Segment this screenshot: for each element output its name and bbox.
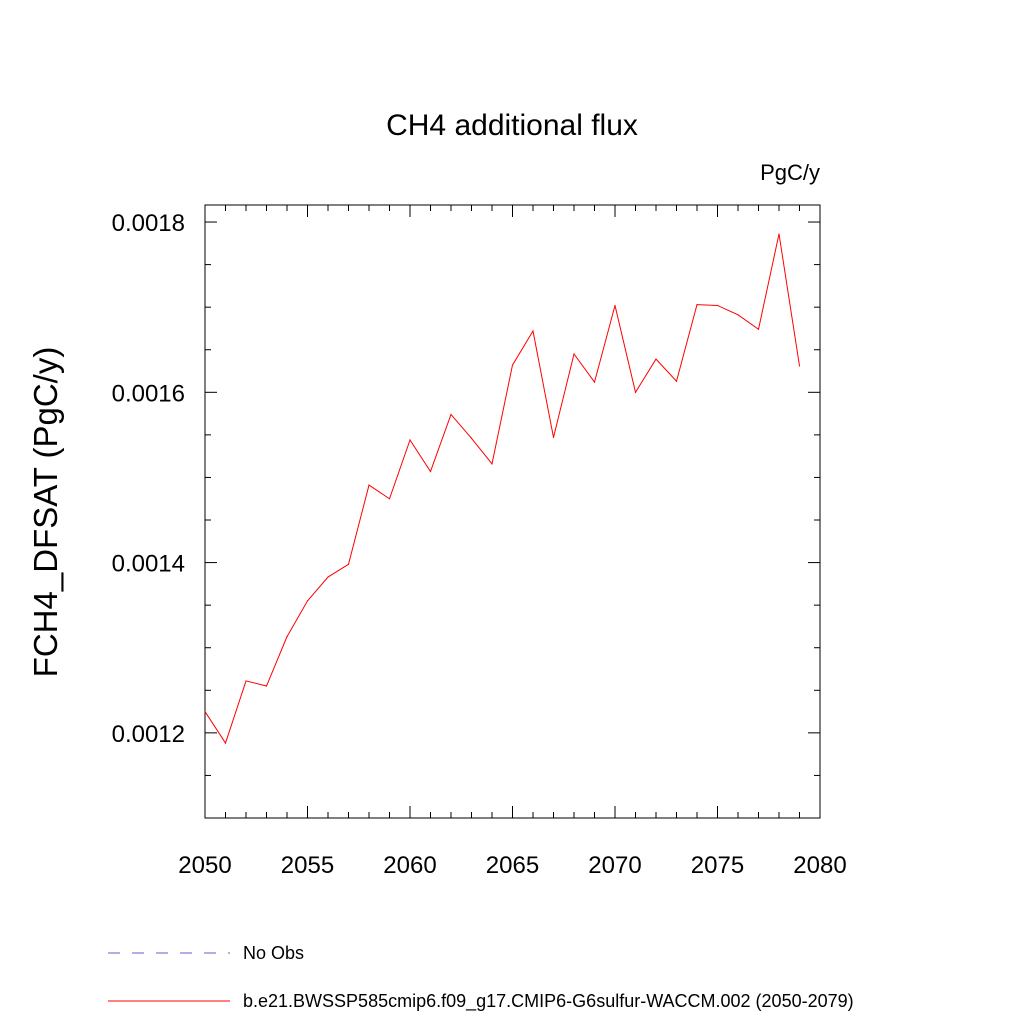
- data-point: [675, 380, 678, 382]
- data-point: [470, 437, 473, 439]
- data-point: [655, 358, 657, 360]
- data-point: [204, 710, 206, 713]
- data-point: [491, 463, 493, 465]
- y-tick-label: 0.0016: [112, 380, 185, 407]
- data-point: [347, 563, 350, 565]
- data-point: [368, 484, 370, 486]
- data-point: [511, 364, 514, 366]
- data-point: [327, 576, 329, 578]
- data-point: [450, 413, 452, 416]
- data-point: [593, 381, 596, 383]
- x-tick-label: 2065: [486, 852, 539, 879]
- data-point: [778, 233, 780, 235]
- x-tick-label: 2050: [178, 852, 231, 879]
- y-axis-label: FCH4_DFSAT (PgC/y): [27, 347, 64, 678]
- x-tick-label: 2055: [281, 852, 334, 879]
- data-point: [286, 636, 288, 638]
- x-tick-label: 2070: [588, 852, 641, 879]
- data-point: [573, 353, 575, 355]
- data-point: [614, 304, 616, 307]
- data-point: [696, 304, 698, 306]
- legend-label-no-obs: No Obs: [243, 943, 304, 963]
- data-point: [716, 304, 719, 307]
- x-tick-label: 2075: [691, 852, 744, 879]
- x-axis-ticks: 2050 2055 2060 2065 2070 2075 2080: [178, 205, 847, 879]
- data-point: [306, 600, 309, 602]
- series-line-0: [204, 233, 800, 745]
- y-tick-label: 0.0018: [112, 210, 185, 237]
- y-tick-label: 0.0012: [112, 721, 185, 748]
- x-tick-label: 2060: [383, 852, 436, 879]
- data-point: [265, 685, 268, 687]
- legend: No Obs b.e21.BWSSP585cmip6.f09_g17.CMIP6…: [108, 943, 854, 1012]
- data-point: [737, 314, 739, 316]
- data-point: [429, 470, 432, 473]
- data-point: [634, 391, 637, 393]
- y-tick-label: 0.0014: [112, 551, 185, 578]
- series-layer: [204, 233, 801, 745]
- chart-title: CH4 additional flux: [386, 109, 638, 142]
- x-tick-label: 2080: [793, 852, 846, 879]
- data-point: [798, 365, 801, 367]
- data-point: [757, 328, 760, 330]
- plot-frame: [204, 204, 821, 819]
- data-point: [409, 439, 411, 441]
- legend-label-model-run: b.e21.BWSSP585cmip6.f09_g17.CMIP6-G6sulf…: [243, 991, 854, 1012]
- data-point: [224, 742, 227, 744]
- data-point: [532, 330, 534, 332]
- units-label: PgC/y: [760, 160, 820, 185]
- data-point: [552, 436, 555, 439]
- data-point: [245, 680, 247, 682]
- y-axis-ticks: 0.0012 0.0014 0.0016 0.0018: [112, 210, 820, 819]
- data-point: [388, 498, 391, 500]
